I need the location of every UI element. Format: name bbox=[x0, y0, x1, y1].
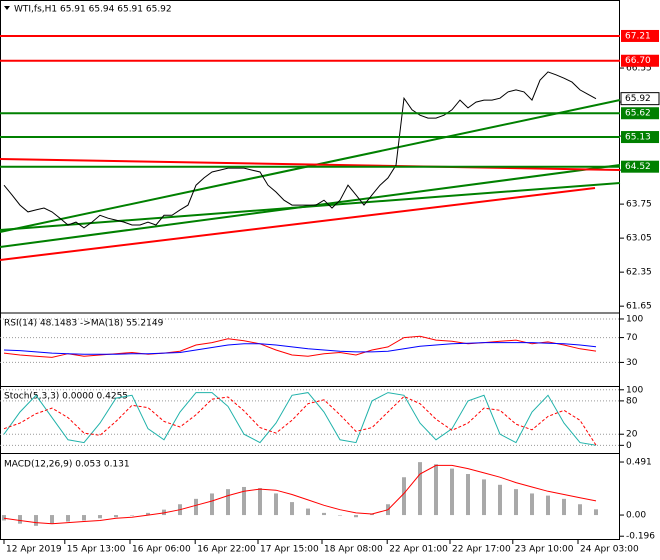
x-tick-label: 23 Apr 10:00 bbox=[515, 545, 574, 555]
level-label-box bbox=[621, 131, 659, 144]
x-tick-label: 18 Apr 08:00 bbox=[324, 545, 383, 555]
level-label: 65.62 bbox=[625, 109, 651, 119]
level-label: 64.52 bbox=[625, 162, 651, 172]
histogram-bar bbox=[226, 489, 230, 516]
histogram-bar bbox=[274, 493, 278, 516]
histogram-bar bbox=[402, 477, 406, 516]
histogram-bar bbox=[514, 489, 518, 516]
histogram-bar bbox=[482, 479, 486, 516]
level-label: 66.70 bbox=[625, 56, 651, 66]
y-tick-label: 100 bbox=[626, 385, 643, 395]
x-tick-label: 22 Apr 01:00 bbox=[389, 545, 448, 555]
histogram-bar bbox=[418, 462, 422, 516]
level-label-box bbox=[621, 29, 659, 42]
histogram-bar bbox=[82, 515, 86, 521]
histogram-bar bbox=[354, 515, 358, 518]
x-tick-label: 16 Apr 06:00 bbox=[132, 545, 191, 555]
y-tick-label: 61.65 bbox=[626, 302, 652, 312]
price-label-box bbox=[620, 92, 660, 106]
trend-line bbox=[0, 182, 621, 231]
histogram-bar bbox=[578, 504, 582, 516]
histogram-bar bbox=[338, 515, 342, 516]
trend-line bbox=[0, 158, 621, 171]
y-tick-label: 20 bbox=[626, 430, 638, 440]
histogram-bar bbox=[450, 468, 454, 516]
level-label: 67.21 bbox=[625, 31, 651, 41]
histogram-bar bbox=[114, 515, 118, 518]
histogram-bar bbox=[290, 502, 294, 516]
histogram-bar bbox=[162, 509, 166, 516]
y-tick-label: 0.00 bbox=[626, 511, 646, 521]
y-tick-label: 62.35 bbox=[626, 268, 652, 278]
series-line bbox=[3, 342, 597, 355]
histogram-bar bbox=[194, 498, 198, 516]
histogram-bar bbox=[18, 515, 22, 524]
panel-title: Stoch(5,3,3) 0.0000 0.4255 bbox=[4, 392, 128, 402]
x-tick-label: 12 Apr 2019 bbox=[6, 545, 62, 555]
series-line bbox=[3, 464, 597, 525]
histogram-bar bbox=[530, 493, 534, 516]
histogram-bar bbox=[466, 474, 470, 516]
trend-line bbox=[0, 187, 596, 261]
histogram-bar bbox=[130, 515, 134, 516]
histogram-bar bbox=[66, 515, 70, 522]
y-tick-label: 0 bbox=[626, 441, 632, 451]
panel-title: MACD(12,26,9) 0.053 0.131 bbox=[4, 460, 130, 470]
x-tick-label: 17 Apr 15:00 bbox=[260, 545, 319, 555]
y-tick-label: 100 bbox=[626, 314, 643, 324]
level-label-box bbox=[621, 54, 659, 67]
series-line bbox=[3, 395, 597, 446]
histogram-bar bbox=[2, 515, 6, 521]
histogram-bar bbox=[146, 512, 150, 516]
histogram-bar bbox=[50, 515, 54, 524]
x-tick-label: 22 Apr 17:00 bbox=[452, 545, 511, 555]
panel-title: WTI,fs,H1 65.91 65.94 65.91 65.92 bbox=[14, 5, 172, 15]
histogram-bar bbox=[34, 515, 38, 526]
level-label-box bbox=[621, 160, 659, 173]
trend-lines bbox=[0, 99, 621, 261]
histogram-bar bbox=[322, 512, 326, 516]
histogram-bar bbox=[434, 464, 438, 516]
y-tick-label: -0.196 bbox=[626, 532, 655, 542]
histogram-bar bbox=[306, 508, 310, 516]
histogram-bar bbox=[370, 513, 374, 516]
histogram-bar bbox=[210, 493, 214, 516]
y-tick-label: 70 bbox=[626, 333, 638, 343]
level-label: 65.13 bbox=[625, 133, 651, 143]
histogram-bar bbox=[242, 486, 246, 516]
series-line bbox=[3, 71, 597, 229]
y-tick-label: 30 bbox=[626, 358, 638, 368]
histogram-bar bbox=[258, 488, 262, 516]
x-tick-label: 24 Apr 03:00 bbox=[580, 545, 639, 555]
histogram-bar bbox=[98, 515, 102, 519]
x-tick-label: 15 Apr 13:00 bbox=[67, 545, 126, 555]
histogram-bar bbox=[498, 484, 502, 516]
y-tick-label: 63.05 bbox=[626, 234, 652, 244]
histogram-bar bbox=[546, 495, 550, 516]
price-label: 65.92 bbox=[625, 94, 651, 104]
histogram-bar bbox=[594, 509, 598, 516]
y-tick-label: 66.55 bbox=[626, 64, 652, 74]
y-tick-label: 0.491 bbox=[626, 458, 652, 468]
panel-menu-icon[interactable] bbox=[4, 6, 10, 10]
y-tick-label: 63.75 bbox=[626, 200, 652, 210]
panel-title: RSI(14) 48.1483 ->MA(18) 55.2149 bbox=[4, 319, 164, 329]
x-tick-label: 16 Apr 22:00 bbox=[197, 545, 256, 555]
series-line bbox=[3, 392, 597, 446]
y-tick-label: 80 bbox=[626, 396, 638, 406]
histogram-bar bbox=[562, 498, 566, 516]
level-label-box bbox=[621, 107, 659, 120]
